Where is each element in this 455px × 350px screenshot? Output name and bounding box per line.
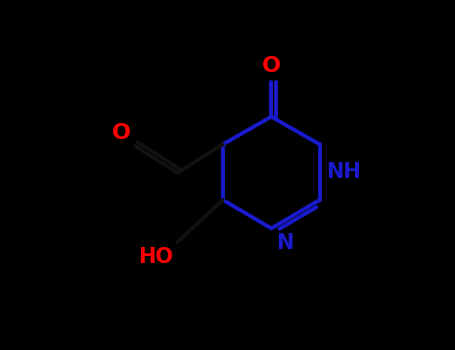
Text: O: O xyxy=(262,56,281,76)
Text: N: N xyxy=(276,233,293,253)
Text: HO: HO xyxy=(138,247,173,267)
Text: NH: NH xyxy=(326,162,361,182)
Text: O: O xyxy=(111,123,131,143)
